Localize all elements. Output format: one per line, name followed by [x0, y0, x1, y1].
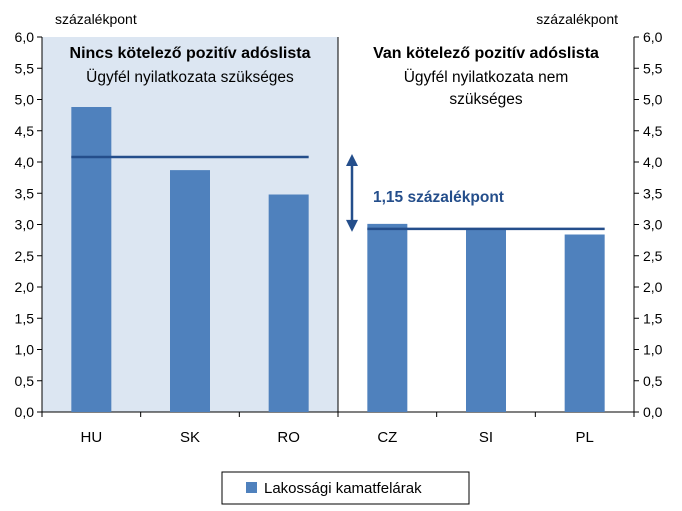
y-unit-right: százalékpont: [536, 11, 618, 27]
y-tick-label-left: 3,0: [15, 217, 35, 233]
y-tick-label-left: 2,5: [15, 248, 35, 264]
difference-annotation: 1,15 százalékpont: [373, 189, 504, 206]
legend-swatch: [246, 482, 257, 493]
y-tick-label-left: 3,5: [15, 185, 35, 201]
x-tick-label: SI: [479, 429, 493, 446]
panel-subtitle: szükséges: [449, 91, 522, 108]
panel-title: Van kötelező pozitív adóslista: [373, 45, 599, 62]
y-tick-label-left: 4,5: [15, 123, 35, 139]
y-tick-label-left: 6,0: [15, 29, 35, 45]
panel-subtitle: Ügyfél nyilatkozata nem: [404, 68, 569, 86]
legend: Lakossági kamatfelárak: [221, 471, 470, 505]
chart-text: 0,0 0,0 0,5 0,5 1,0 1,0 1,5 1,5 2,0 2,0 2,5 2,5 3,0 3…: [15, 11, 663, 446]
y-unit-left: százalékpont: [55, 11, 137, 27]
legend-box: [221, 471, 470, 505]
y-tick-label-left: 1,5: [15, 310, 35, 326]
y-tick-label-left: 1,0: [15, 342, 35, 358]
bar-pl: [564, 234, 605, 412]
bar-ro: [268, 194, 309, 412]
y-tick-label-right: 2,5: [643, 248, 663, 264]
legend-label: Lakossági kamatfelárak: [264, 480, 422, 497]
panel-subtitle: Ügyfél nyilatkozata szükséges: [86, 68, 294, 86]
x-tick-label: HU: [80, 429, 102, 446]
y-tick-label-right: 3,5: [643, 185, 663, 201]
y-tick-label-right: 4,0: [643, 154, 663, 170]
y-tick-label-left: 2,0: [15, 279, 35, 295]
y-tick-label-left: 0,0: [15, 404, 35, 420]
y-tick-label-right: 1,5: [643, 310, 663, 326]
x-tick-label: SK: [180, 429, 200, 446]
y-tick-label-right: 2,0: [643, 279, 663, 295]
axes: [37, 36, 639, 417]
y-tick-label-right: 5,0: [643, 92, 663, 108]
y-tick-label-right: 0,0: [643, 404, 663, 420]
bar-sk: [170, 170, 210, 412]
bar-hu: [71, 107, 112, 412]
y-tick-label-left: 4,0: [15, 154, 35, 170]
x-tick-label: RO: [277, 429, 300, 446]
y-tick-label-left: 0,5: [15, 373, 35, 389]
average-lines: [71, 154, 605, 232]
y-tick-label-left: 5,5: [15, 60, 35, 76]
y-tick-label-right: 5,5: [643, 60, 663, 76]
y-tick-label-right: 3,0: [643, 217, 663, 233]
bar-cz: [367, 223, 408, 412]
bar-si: [466, 228, 506, 412]
y-tick-label-right: 4,5: [643, 123, 663, 139]
difference-arrow-head-bottom: [346, 219, 358, 232]
x-tick-label: CZ: [377, 429, 397, 446]
difference-arrow-head-top: [346, 154, 358, 166]
y-tick-label-right: 0,5: [643, 373, 663, 389]
y-tick-label-left: 5,0: [15, 92, 35, 108]
panel-title: Nincs kötelező pozitív adóslista: [70, 45, 311, 62]
y-tick-label-right: 1,0: [643, 342, 663, 358]
y-tick-label-right: 6,0: [643, 29, 663, 45]
x-tick-label: PL: [575, 429, 593, 446]
